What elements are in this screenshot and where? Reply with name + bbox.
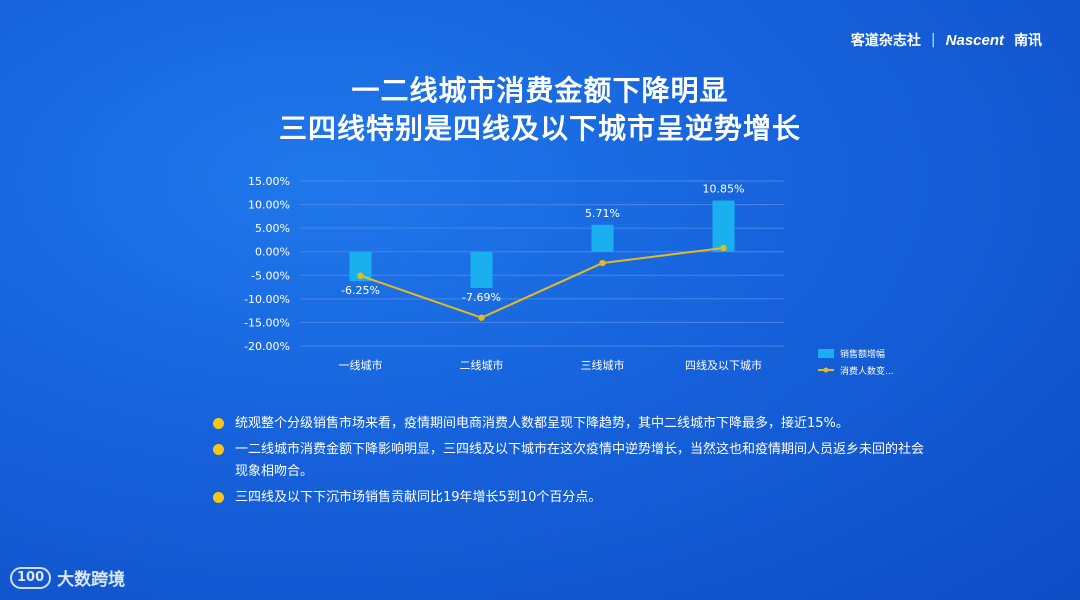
y-tick-label: 15.00% — [248, 175, 290, 188]
title-line-2: 三四线特别是四线及以下城市呈逆势增长 — [278, 112, 801, 145]
y-tick-label: 10.00% — [248, 199, 290, 212]
page-title: 一二线城市消费金额下降明显 三四线特别是四线及以下城市呈逆势增长 — [0, 72, 1080, 148]
bar — [591, 224, 614, 252]
line-point — [599, 259, 606, 267]
line-point — [357, 272, 364, 279]
y-tick-label: -15.00% — [244, 316, 290, 329]
x-tick-label: 四线及以下城市 — [685, 358, 762, 372]
legend-line-marker — [823, 367, 829, 373]
x-tick-label: 二线城市 — [460, 358, 504, 372]
watermark-text: 大数跨境 — [57, 570, 126, 590]
y-tick-label: -10.00% — [244, 293, 290, 306]
title-line-1: 一二线城市消费金额下降明显 — [351, 74, 729, 107]
legend-bar-label: 销售额增幅 — [840, 348, 885, 360]
notes-list: 统观整个分级销售市场来看，疫情期间电商消费人数都呈现下降趋势，其中二线城市下降最… — [213, 413, 933, 513]
note-text: 一二线城市消费金额下降影响明显，三四线及以下城市在这次疫情中逆势增长，当然这也和… — [235, 442, 925, 479]
data-label: -6.25% — [341, 284, 380, 297]
x-tick-label: 一线城市 — [339, 358, 383, 372]
data-label: -7.69% — [462, 291, 501, 304]
line-point — [720, 244, 727, 252]
data-label: 5.71% — [585, 207, 620, 220]
bullet-icon — [213, 444, 224, 455]
watermark: 100 大数跨境 — [10, 565, 125, 590]
bar — [712, 200, 735, 252]
brand-header: 客道杂志社 | Nascent 南讯 — [851, 30, 1042, 50]
note-text: 三四线及以下下沉市场销售贡献同比19年增长5到10个百分点。 — [235, 490, 602, 505]
brand-en-cn: 南讯 — [1014, 33, 1042, 49]
bullet-icon — [213, 492, 224, 503]
y-tick-label: 0.00% — [255, 246, 290, 259]
x-tick-label: 三线城市 — [581, 358, 625, 372]
watermark-logo-icon: 100 — [10, 566, 52, 589]
bullet-icon — [213, 418, 224, 429]
y-tick-label: 5.00% — [255, 222, 290, 235]
brand-en: Nascent — [945, 31, 1004, 49]
legend-line-label: 消费人数变... — [840, 365, 894, 377]
data-label: 10.85% — [703, 183, 745, 196]
note-text: 统观整个分级销售市场来看，疫情期间电商消费人数都呈现下降趋势，其中二线城市下降最… — [235, 416, 849, 431]
note-item: 一二线城市消费金额下降影响明显，三四线及以下城市在这次疫情中逆势增长，当然这也和… — [213, 439, 933, 483]
brand-cn: 客道杂志社 — [850, 33, 921, 49]
legend-bar-swatch — [818, 349, 834, 358]
y-tick-label: -20.00% — [244, 340, 290, 353]
bar — [470, 251, 493, 288]
note-item: 统观整个分级销售市场来看，疫情期间电商消费人数都呈现下降趋势，其中二线城市下降最… — [213, 413, 933, 435]
note-item: 三四线及以下下沉市场销售贡献同比19年增长5到10个百分点。 — [213, 487, 933, 509]
y-tick-label: -5.00% — [251, 269, 290, 282]
brand-separator: | — [930, 32, 936, 48]
series-line — [360, 246, 724, 319]
line-point — [478, 314, 485, 321]
bar — [349, 251, 372, 282]
